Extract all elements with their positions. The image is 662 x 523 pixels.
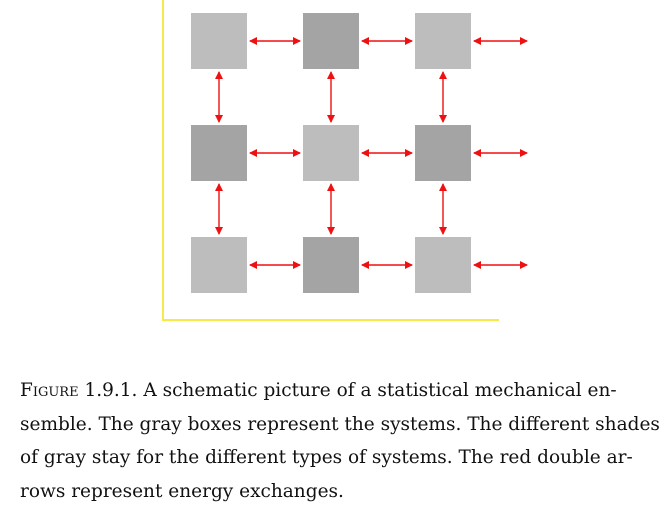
system-box-dark xyxy=(191,125,247,181)
caption-line-4: rows represent energy exchanges. xyxy=(20,480,344,502)
system-box-dark xyxy=(303,13,359,69)
system-box-dark xyxy=(303,237,359,293)
system-box-light xyxy=(415,237,471,293)
system-box-light xyxy=(415,13,471,69)
ensemble-diagram xyxy=(162,0,528,321)
system-box-light xyxy=(191,13,247,69)
caption-line-2: semble. The gray boxes represent the sys… xyxy=(20,413,660,435)
figure-label: Figure 1.9.1. xyxy=(20,380,138,401)
system-box-dark xyxy=(415,125,471,181)
caption-line-3: of gray stay for the different types of … xyxy=(20,447,633,468)
system-box-light xyxy=(191,237,247,293)
caption-line-1: Figure 1.9.1. A schematic picture of a s… xyxy=(20,380,617,401)
system-box-light xyxy=(303,125,359,181)
figure-caption: Figure 1.9.1. A schematic picture of a s… xyxy=(20,374,660,508)
